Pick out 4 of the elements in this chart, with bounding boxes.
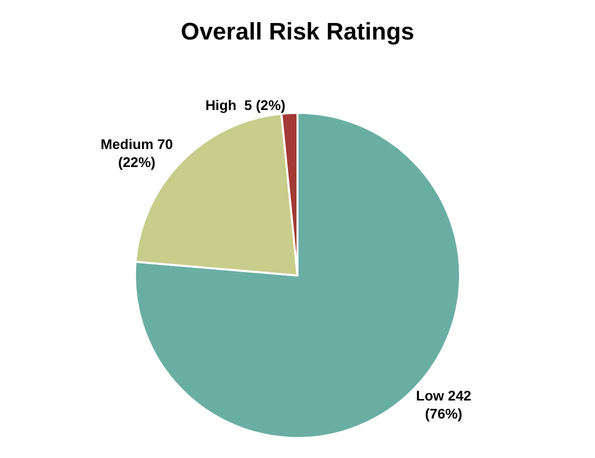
slice-label: Medium 70 (22%) [100,136,174,170]
slice-label: Low 242 (76%) [416,387,472,422]
slice-label: High 5 (2%) [205,97,286,114]
chart-title: Overall Risk Ratings [180,18,414,46]
